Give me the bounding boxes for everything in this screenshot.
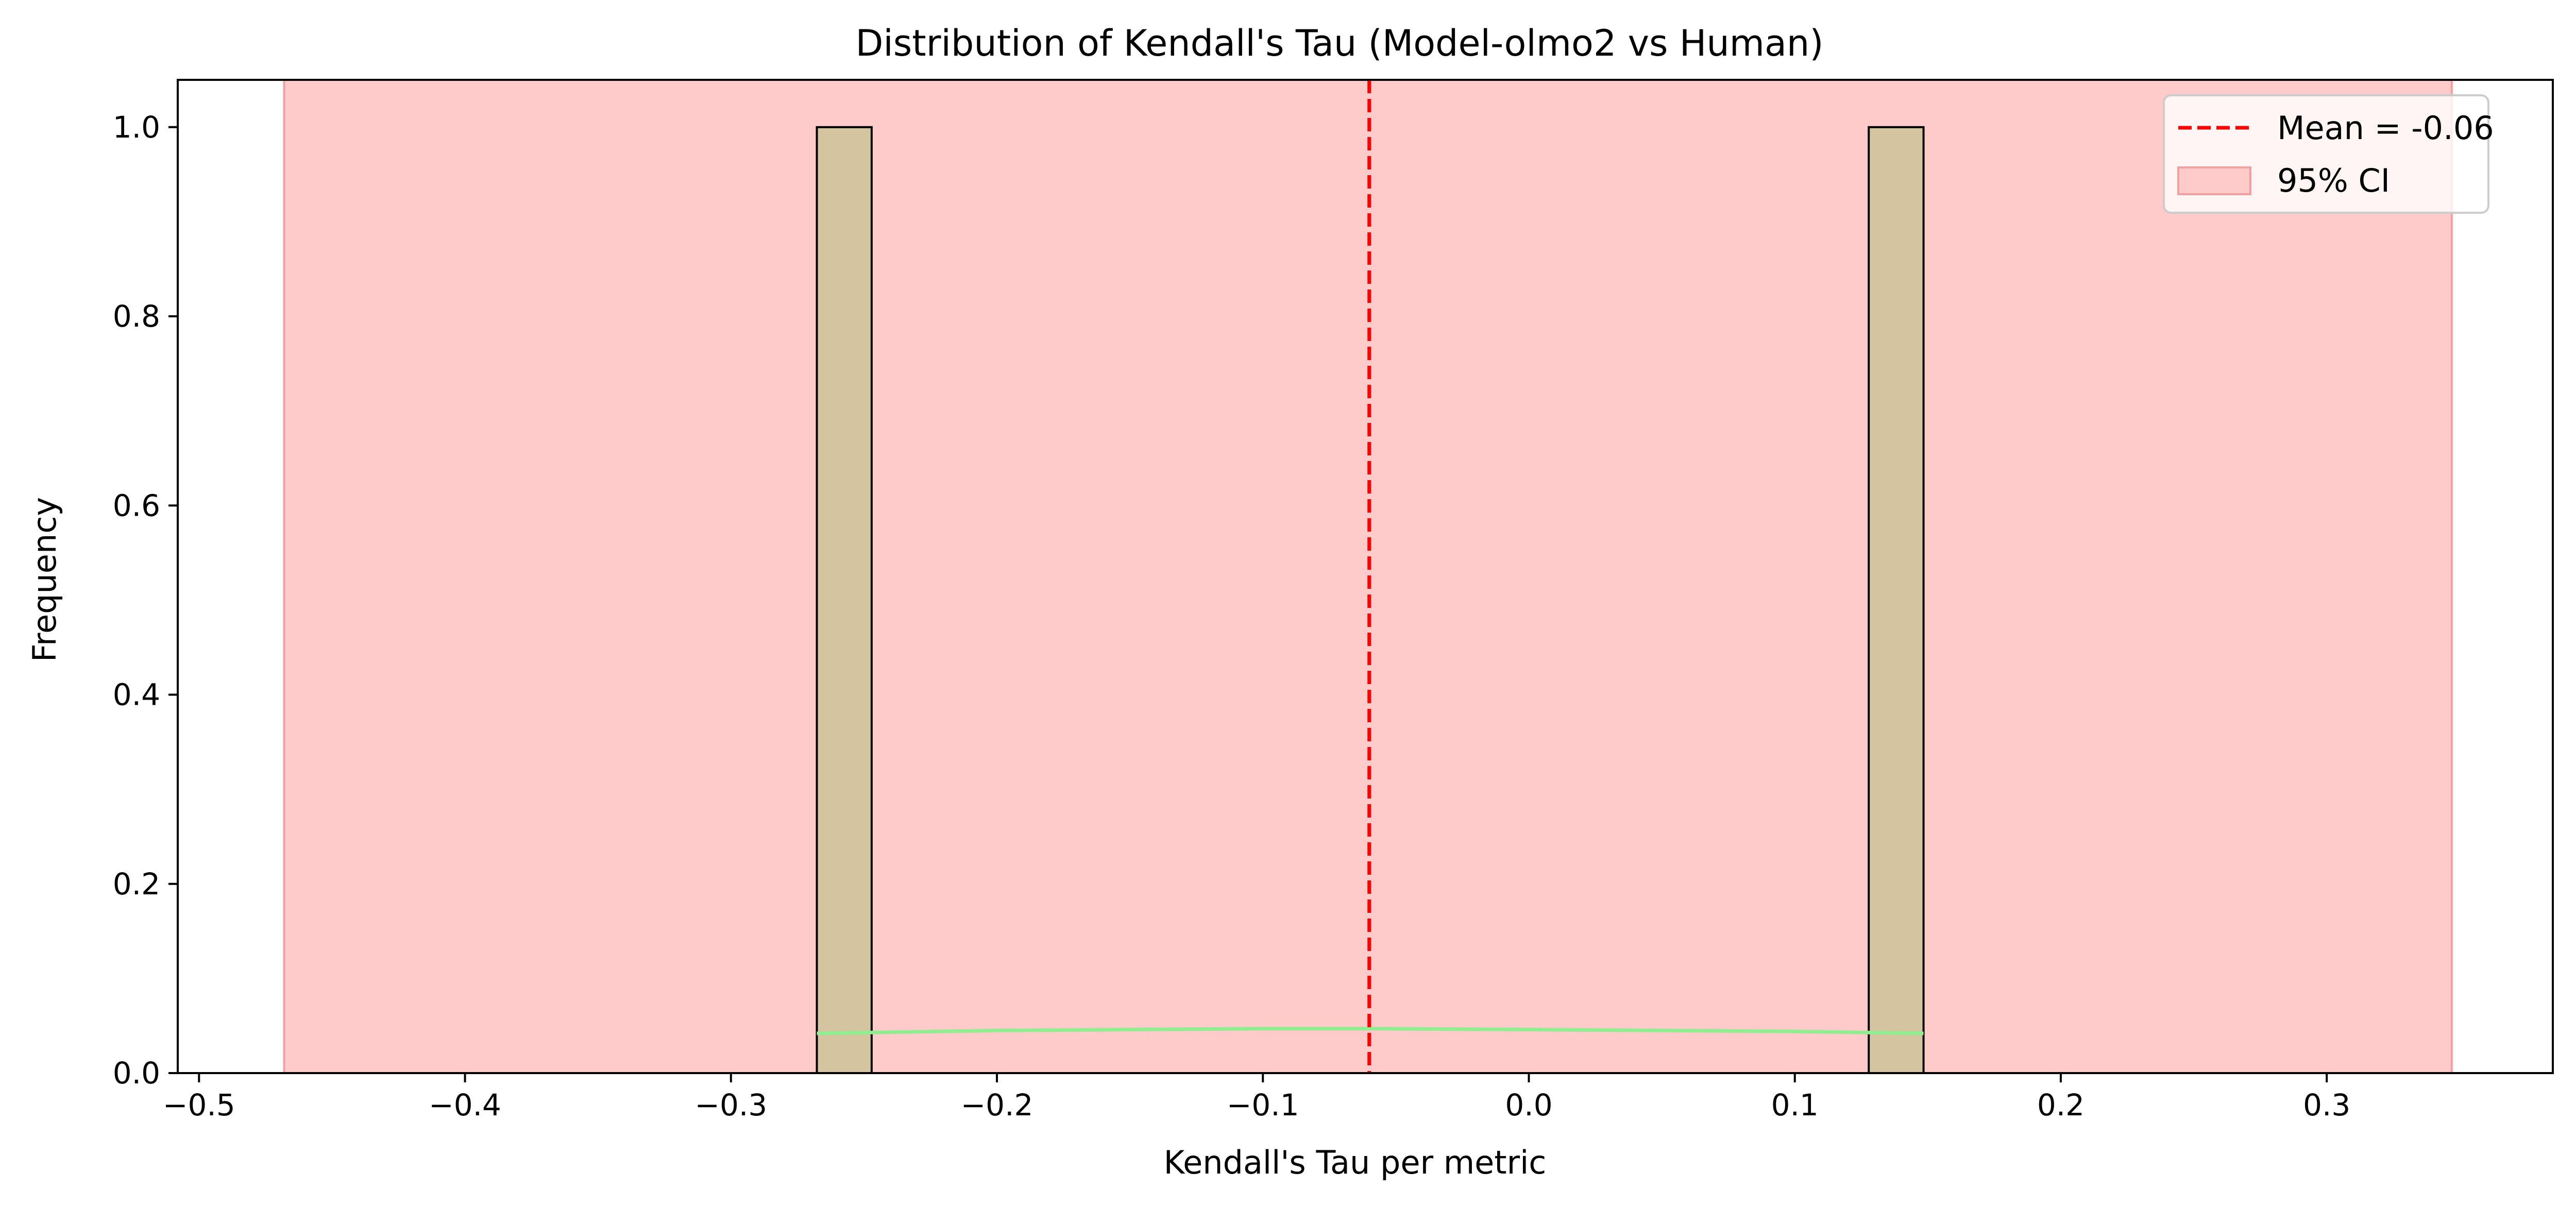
y-tick-label: 0.4	[113, 677, 160, 712]
histogram-bar-2	[1868, 126, 1925, 1074]
x-axis-label: Kendall's Tau per metric	[1164, 1144, 1547, 1181]
legend-mean-label: Mean = -0.06	[2277, 109, 2494, 147]
x-tick-label: −0.2	[961, 1088, 1033, 1123]
x-tick-label: −0.5	[163, 1088, 235, 1123]
plot-area	[177, 79, 2554, 1074]
x-tick-label: −0.4	[429, 1088, 501, 1123]
y-axis: 0.0 0.2 0.4 0.6 0.8 1.0	[113, 110, 178, 1091]
x-tick-label: −0.1	[1227, 1088, 1299, 1123]
histogram-bar-1	[816, 126, 873, 1074]
x-tick-label: 0.0	[1505, 1088, 1552, 1123]
legend: Mean = -0.06 95% CI	[2163, 94, 2494, 214]
y-axis-label: Frequency	[26, 497, 63, 662]
x-tick-label: 0.3	[2303, 1088, 2350, 1123]
chart-title: Distribution of Kendall's Tau (Model-olm…	[855, 22, 1823, 64]
y-tick-label: 0.8	[113, 299, 160, 334]
x-tick-label: 0.1	[1771, 1088, 1819, 1123]
y-tick-label: 0.0	[113, 1056, 160, 1091]
x-tick-label: −0.3	[694, 1088, 767, 1123]
axes-frame	[177, 79, 2554, 1074]
y-tick-label: 1.0	[113, 110, 160, 145]
legend-ci-label: 95% CI	[2277, 162, 2390, 199]
y-tick-label: 0.2	[113, 867, 160, 902]
x-tick-label: 0.2	[2037, 1088, 2084, 1123]
kde-curve	[817, 1027, 1924, 1035]
y-tick-label: 0.6	[113, 488, 160, 523]
x-axis: −0.5 −0.4 −0.3 −0.2 −0.1 0.0 0.1 0.2 0.3	[163, 1073, 2350, 1123]
legend-ci-swatch	[2177, 166, 2251, 195]
